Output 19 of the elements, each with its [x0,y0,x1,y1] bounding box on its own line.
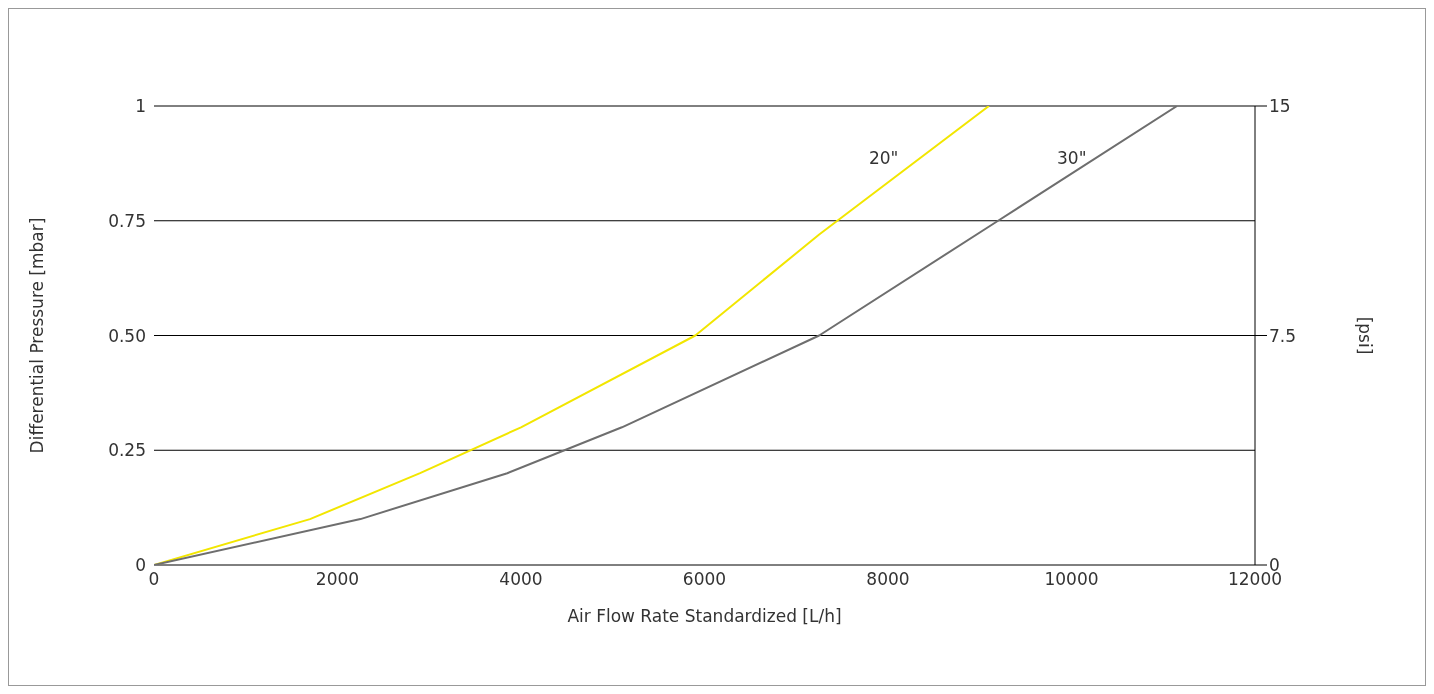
y-tick-label: 1 [135,96,146,117]
y-tick-label: 0 [135,555,146,576]
series-label: 30" [1057,148,1087,168]
x-tick-label: 2000 [315,569,360,590]
line-series [154,106,1179,565]
x-tick-label: 0 [148,569,160,590]
x-tick-label: 4000 [499,569,543,590]
y2-tick-label: 7.5 [1269,325,1297,346]
y-tick-label: 0.75 [108,210,146,231]
x-tick-label: 8000 [866,569,910,590]
y2-tick-label: 15 [1269,96,1291,117]
series-label: 20" [868,148,899,168]
y-axis-title: Differential Pressure [mbar] [27,217,48,454]
x-tick-label: 10000 [1044,569,1099,590]
y-tick-label: 0.50 [108,325,146,346]
y-tick-label: 0.25 [108,440,146,461]
y2-axis-title: [psi] [1354,316,1375,355]
x-axis-title: Air Flow Rate Standardized [L/h] [567,606,842,627]
x-tick-label: 6000 [682,569,727,590]
